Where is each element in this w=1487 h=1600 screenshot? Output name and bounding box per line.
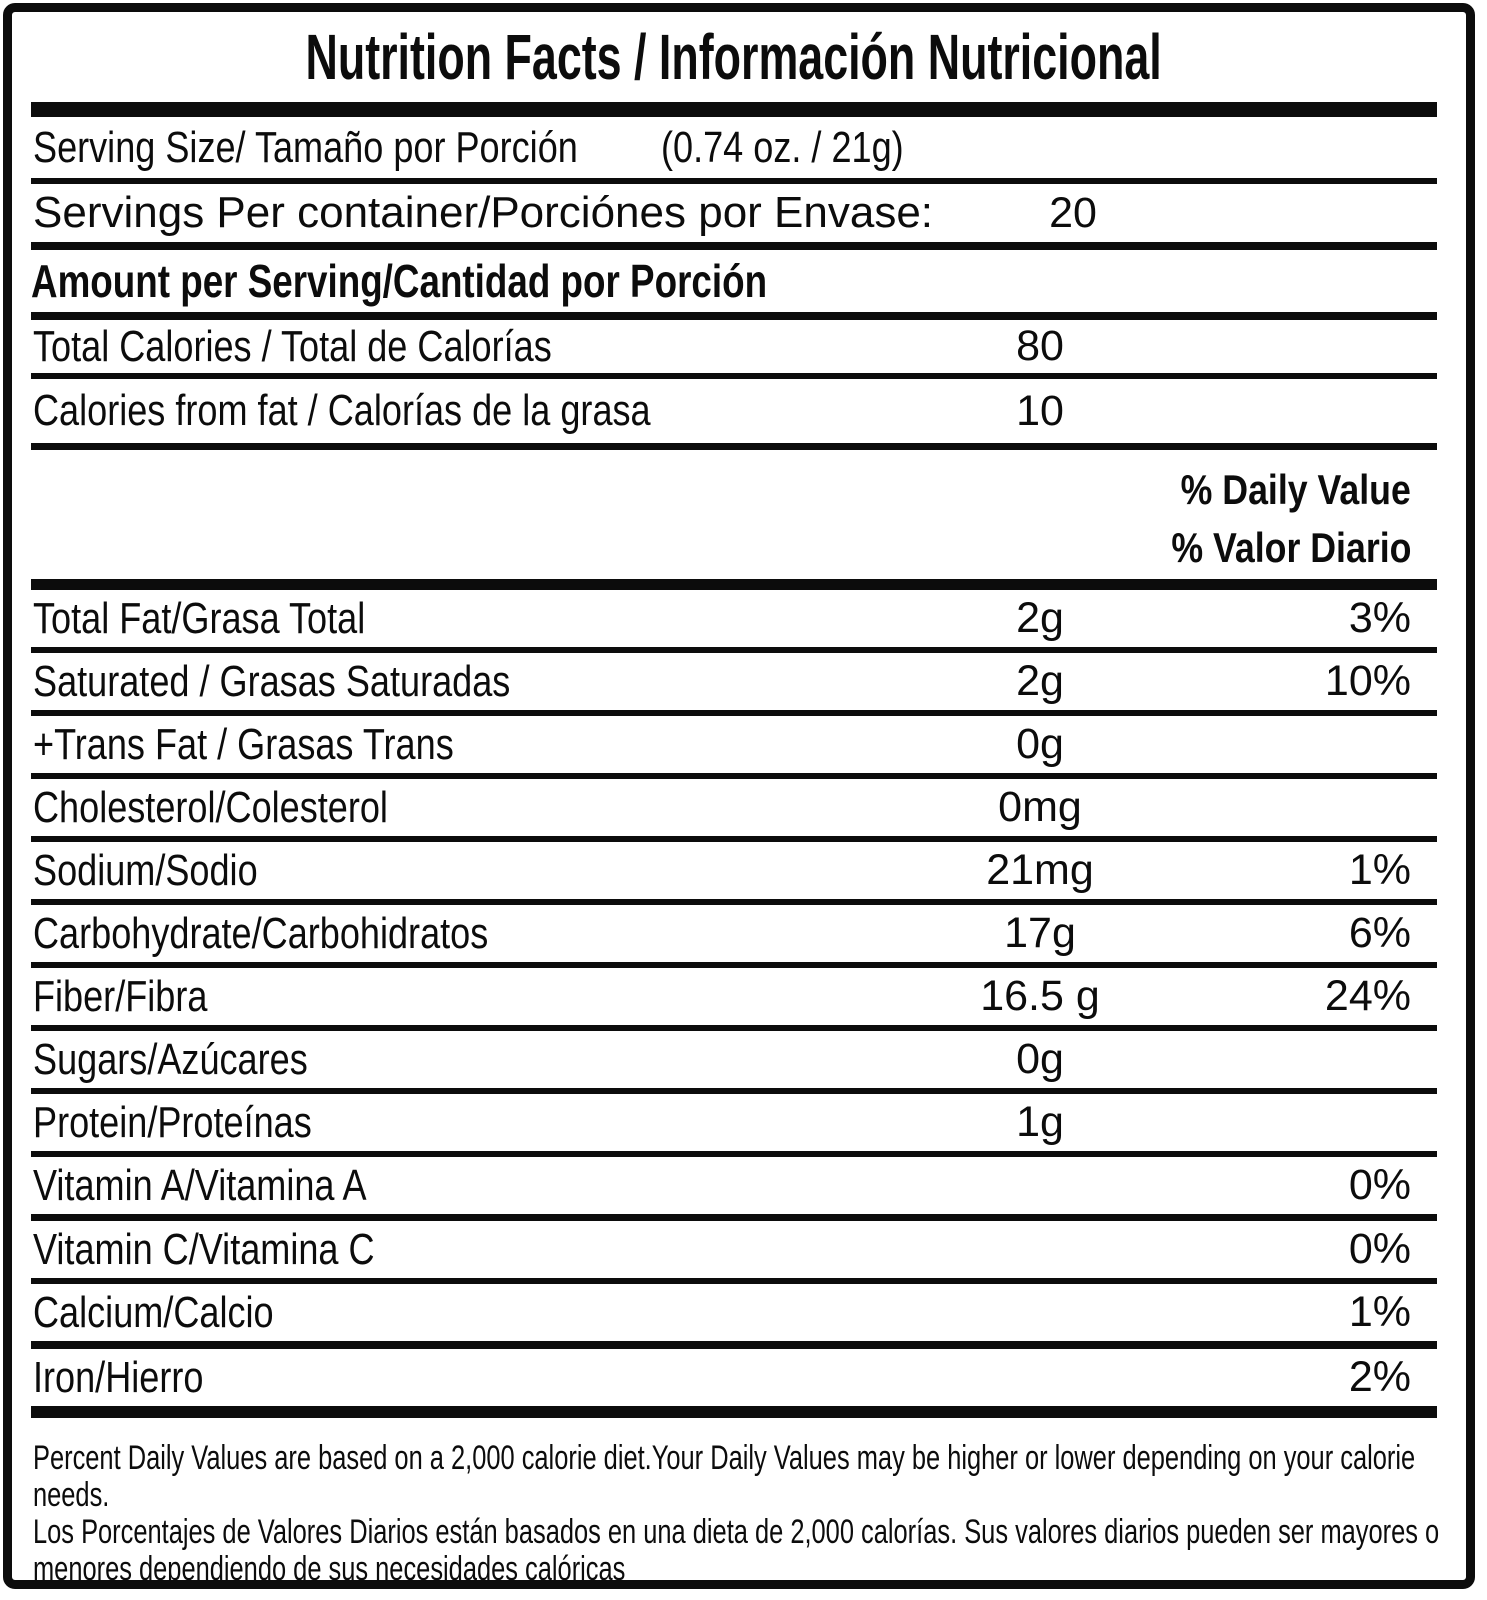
- nutrient-amount: 0mg: [998, 783, 1082, 831]
- nutrient-row-fiber: Fiber/Fibra 16.5 g 24%: [31, 968, 1437, 1031]
- nutrient-label: Total Fat/Grasa Total: [33, 593, 366, 643]
- nutrient-label: Carbohydrate/Carbohidratos: [33, 908, 489, 958]
- nutrient-label: Iron/Hierro: [33, 1352, 204, 1402]
- servings-per-container-row: Servings Per container/Porciónes por Env…: [31, 184, 1437, 250]
- serving-size-value: (0.74 oz. / 21g): [661, 122, 904, 172]
- nutrient-row-iron: Iron/Hierro 2%: [31, 1349, 1437, 1418]
- nutrient-label: Vitamin C/Vitamina C: [33, 1224, 375, 1274]
- label-title-block: Nutrition Facts / Información Nutriciona…: [31, 12, 1437, 102]
- nutrient-dv: 1%: [1348, 1288, 1411, 1336]
- nutrient-dv: 0%: [1348, 1225, 1411, 1273]
- nutrient-amount: 1g: [1016, 1098, 1064, 1146]
- nutrient-dv: 1%: [1348, 846, 1411, 894]
- nutrient-label: Saturated / Grasas Saturadas: [33, 656, 511, 706]
- amount-per-serving-header-row: Amount per Serving/Cantidad por Porción: [31, 250, 1437, 320]
- nutrient-dv: 24%: [1324, 972, 1411, 1020]
- nutrient-dv: 10%: [1324, 657, 1411, 705]
- nutrient-amount: 2g: [1016, 594, 1064, 642]
- servings-per-container-label: Servings Per container/Porciónes por Env…: [33, 188, 934, 237]
- serving-size-row: Serving Size/ Tamaño por Porción (0.74 o…: [31, 117, 1437, 184]
- nutrient-row-carbohydrate: Carbohydrate/Carbohidratos 17g 6%: [31, 905, 1437, 968]
- nutrient-row-trans-fat: +Trans Fat / Grasas Trans 0g: [31, 716, 1437, 779]
- total-calories-row: Total Calories / Total de Calorías 80: [31, 320, 1437, 379]
- nutrient-row-cholesterol: Cholesterol/Colesterol 0mg: [31, 779, 1437, 842]
- nutrient-amount: 2g: [1016, 657, 1064, 705]
- nutrient-dv: 6%: [1348, 909, 1411, 957]
- calories-from-fat-row: Calories from fat / Calorías de la grasa…: [31, 379, 1437, 450]
- nutrient-label: Sugars/Azúcares: [33, 1034, 308, 1084]
- footnote-english: Percent Daily Values are based on a 2,00…: [33, 1439, 1416, 1514]
- total-calories-value: 80: [1016, 322, 1064, 370]
- nutrient-row-calcium: Calcium/Calcio 1%: [31, 1284, 1437, 1349]
- label-content: Nutrition Facts / Información Nutriciona…: [31, 12, 1440, 1588]
- nutrient-label: Fiber/Fibra: [33, 971, 208, 1021]
- nutrient-row-vitamin-c: Vitamin C/Vitamina C 0%: [31, 1221, 1437, 1284]
- nutrient-row-sugars: Sugars/Azúcares 0g: [31, 1031, 1437, 1094]
- nutrient-row-saturated-fat: Saturated / Grasas Saturadas 2g 10%: [31, 653, 1437, 716]
- daily-value-header-block: % Daily Value % Valor Diario: [31, 450, 1437, 590]
- nutrient-amount: 16.5 g: [980, 972, 1100, 1020]
- nutrient-row-protein: Protein/Proteínas 1g: [31, 1094, 1437, 1157]
- nutrient-label: Sodium/Sodio: [33, 845, 258, 895]
- nutrient-row-total-fat: Total Fat/Grasa Total 2g 3%: [31, 590, 1437, 653]
- calories-from-fat-label: Calories from fat / Calorías de la grasa: [33, 386, 651, 435]
- nutrient-dv: 3%: [1348, 594, 1411, 642]
- nutrient-row-sodium: Sodium/Sodio 21mg 1%: [31, 842, 1437, 905]
- nutrient-dv: 0%: [1348, 1161, 1411, 1209]
- nutrient-label: Protein/Proteínas: [33, 1097, 312, 1147]
- daily-value-header-en: % Daily Value: [1180, 465, 1411, 513]
- nutrition-facts-label: Nutrition Facts / Información Nutriciona…: [3, 3, 1475, 1589]
- nutrient-amount: 17g: [1004, 909, 1076, 957]
- nutrient-label: Cholesterol/Colesterol: [33, 782, 388, 832]
- nutrient-dv: 2%: [1348, 1353, 1411, 1401]
- nutrient-amount: 0g: [1016, 720, 1064, 768]
- total-calories-label: Total Calories / Total de Calorías: [33, 321, 552, 371]
- daily-value-header-es: % Valor Diario: [1170, 523, 1411, 571]
- nutrient-amount: 21mg: [986, 846, 1094, 894]
- calories-from-fat-value: 10: [1016, 386, 1064, 435]
- footnote-spanish: Los Porcentajes de Valores Diarios están…: [33, 1513, 1440, 1588]
- nutrient-label: Vitamin A/Vitamina A: [33, 1160, 367, 1210]
- serving-size-label: Serving Size/ Tamaño por Porción: [33, 122, 578, 172]
- nutrient-amount: 0g: [1016, 1035, 1064, 1083]
- servings-per-container-value: 20: [1049, 188, 1097, 237]
- footnote-block: Percent Daily Values are based on a 2,00…: [31, 1418, 1440, 1588]
- nutrient-label: Calcium/Calcio: [33, 1287, 274, 1337]
- page-title: Nutrition Facts / Información Nutriciona…: [305, 21, 1163, 93]
- amount-per-serving-header: Amount per Serving/Cantidad por Porción: [31, 255, 768, 307]
- nutrient-label: +Trans Fat / Grasas Trans: [33, 719, 454, 769]
- nutrient-row-vitamin-a: Vitamin A/Vitamina A 0%: [31, 1157, 1437, 1221]
- title-separator-bar: [31, 102, 1437, 117]
